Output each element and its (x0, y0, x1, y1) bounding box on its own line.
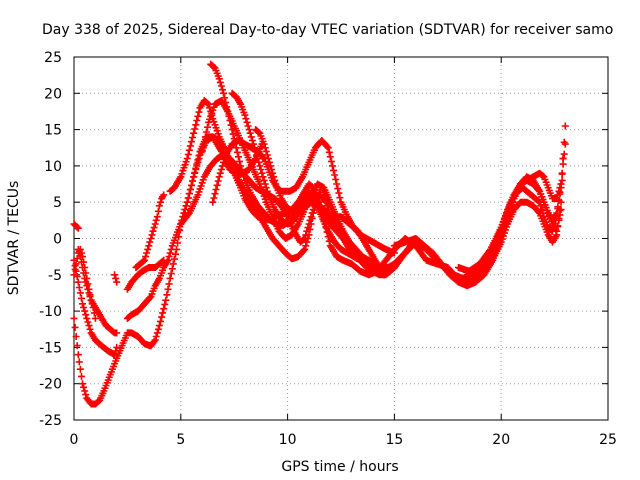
series-sat-b (70, 256, 121, 359)
y-tick-label: 0 (53, 232, 62, 248)
plus-marker-points (70, 245, 99, 322)
y-tick-label: 15 (44, 123, 62, 139)
chart-title: Day 338 of 2025, Sidereal Day-to-day VTE… (42, 22, 613, 38)
y-tick-label: -20 (39, 377, 62, 393)
y-tick-label: -10 (39, 304, 62, 320)
plus-marker-points (70, 256, 121, 359)
x-tick-label: 10 (279, 432, 297, 448)
plus-marker-points (455, 140, 569, 275)
series-sat-i (123, 256, 168, 293)
x-tick-label: 20 (492, 432, 510, 448)
x-tick-label: 0 (70, 432, 79, 448)
series-sat-d (70, 245, 99, 322)
x-tick-label: 25 (599, 432, 617, 448)
data-series (70, 60, 569, 408)
plus-marker-points (123, 256, 168, 293)
plus-marker-points (111, 271, 121, 286)
series-sat-h (132, 191, 168, 271)
y-tick-labels: -25 -20 -15 -10 -5 0 5 10 15 20 25 (39, 50, 62, 429)
plus-marker-points (132, 191, 168, 271)
plus-marker-points (70, 220, 82, 232)
series-sat-e (70, 220, 82, 232)
x-tick-label: 15 (385, 432, 403, 448)
y-axis-label: SDTVAR / TECUs (6, 181, 22, 296)
x-tick-label: 5 (176, 432, 185, 448)
y-tick-label: 20 (44, 86, 62, 102)
y-tick-label: -25 (39, 413, 62, 429)
plot-frame (73, 56, 609, 421)
x-tick-labels: 0 5 10 15 20 25 (70, 432, 617, 448)
plus-marker-points (252, 126, 388, 275)
y-tick-label: -15 (39, 340, 62, 356)
y-tick-label: 10 (44, 159, 62, 175)
y-tick-label: -5 (48, 268, 62, 284)
y-tick-label: 5 (53, 195, 62, 211)
x-axis-label: GPS time / hours (281, 459, 398, 475)
series-sat-f (111, 271, 121, 286)
series-sat-p (252, 126, 388, 275)
y-tick-label: 25 (44, 50, 62, 66)
series-sat-r (455, 140, 569, 275)
